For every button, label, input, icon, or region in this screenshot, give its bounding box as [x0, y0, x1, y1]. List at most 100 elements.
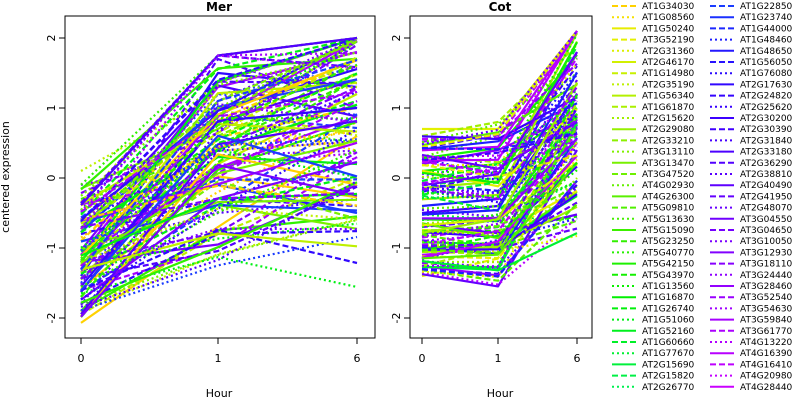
- mer-y-tick-label: 2: [45, 35, 58, 42]
- cot-series-line: [421, 155, 578, 259]
- cot-series-line: [421, 30, 578, 152]
- cot-y-tick-label: 1: [390, 105, 403, 112]
- mer-series-line: [80, 164, 358, 318]
- mer-series-line: [80, 228, 358, 292]
- legend-label: AT3G13470: [642, 159, 695, 169]
- legend-label: AT2G33180: [740, 148, 793, 158]
- mer-series-line: [80, 120, 358, 313]
- legend-label: AT3G28460: [740, 282, 793, 292]
- legend-label: AT2G17630: [740, 80, 793, 90]
- legend: AT1G34030AT1G08560AT1G50240AT3G52190AT2G…: [612, 2, 793, 393]
- cot-series-line: [421, 72, 578, 216]
- cot-series-lines: [421, 30, 578, 288]
- legend-label: AT3G54630: [740, 304, 793, 314]
- cot-series-line: [421, 132, 578, 247]
- legend-label: AT2G35190: [642, 80, 695, 90]
- cot-x-axis-label: Hour: [487, 387, 514, 400]
- cot-series-line: [421, 154, 578, 178]
- legend-label: AT1G50240: [642, 24, 695, 34]
- legend-label: AT2G30390: [740, 125, 793, 135]
- legend-label: AT1G51060: [642, 316, 695, 326]
- legend-label: AT2G31360: [642, 47, 695, 57]
- legend-label: AT1G14980: [642, 69, 695, 79]
- legend-label: AT1G44000: [740, 24, 793, 34]
- legend-label: AT1G61870: [642, 103, 695, 113]
- legend-label: AT1G16870: [642, 293, 695, 303]
- mer-x-tick-label: 1: [215, 352, 222, 365]
- legend-label: AT1G26740: [642, 304, 695, 314]
- mer-series-line: [80, 100, 358, 256]
- mer-y-axis: -2 -1 0 1 2: [45, 35, 65, 324]
- legend-label: AT5G09810: [642, 204, 695, 214]
- legend-label: AT2G30200: [740, 114, 793, 124]
- cot-series-line: [421, 232, 578, 272]
- mer-series-line: [80, 37, 358, 229]
- legend-label: AT2G24820: [740, 92, 793, 102]
- legend-label: AT1G56340: [642, 92, 695, 102]
- mer-series-line: [80, 113, 358, 292]
- cot-series-line: [421, 83, 578, 147]
- legend-label: AT2G41950: [740, 192, 793, 202]
- mer-series-line: [80, 37, 358, 211]
- mer-series-line: [80, 256, 358, 295]
- legend-label: AT5G23250: [642, 237, 695, 247]
- mer-series-line: [80, 184, 358, 221]
- legend-label: AT4G20980: [740, 372, 793, 382]
- legend-label: AT2G46170: [642, 58, 695, 68]
- cot-series-line: [421, 30, 578, 146]
- cot-series-line: [421, 180, 578, 278]
- mer-series-line: [80, 134, 358, 292]
- cot-series-line: [421, 132, 578, 162]
- cot-series-line: [421, 107, 578, 204]
- legend-label: AT4G02930: [642, 181, 695, 191]
- cot-series-line: [421, 63, 578, 167]
- legend-label: AT1G56050: [740, 58, 793, 68]
- mer-series-line: [80, 148, 358, 288]
- cot-series-line: [421, 81, 578, 235]
- mer-y-tick-label: -2: [45, 313, 58, 324]
- mer-series-line: [80, 72, 358, 234]
- legend-label: AT1G22850: [740, 2, 793, 12]
- legend-label: AT5G43970: [642, 271, 695, 281]
- cot-series-line: [421, 138, 578, 192]
- mer-series-line: [80, 56, 358, 225]
- mer-series-line: [80, 192, 358, 229]
- cot-x-tick-label: 1: [495, 352, 502, 365]
- legend-label: AT3G10050: [740, 237, 793, 247]
- legend-label: AT1G60660: [642, 338, 695, 348]
- cot-series-line: [421, 33, 578, 174]
- mer-series-line: [80, 135, 358, 324]
- mer-series-line: [80, 149, 358, 249]
- legend-label: AT3G18110: [740, 260, 793, 270]
- cot-y-tick-label: -1: [390, 243, 403, 254]
- legend-label: AT1G13560: [642, 282, 695, 292]
- cot-y-tick-label: 2: [390, 35, 403, 42]
- legend-label: AT2G15690: [642, 360, 695, 370]
- mer-series-line: [80, 181, 358, 304]
- legend-label: AT2G38810: [740, 170, 793, 180]
- mer-series-line: [80, 155, 358, 253]
- cot-series-line: [421, 41, 578, 184]
- legend-label: AT3G61770: [740, 327, 793, 337]
- legend-label: AT3G52190: [642, 36, 695, 46]
- legend-label: AT2G31840: [740, 136, 793, 146]
- legend-label: AT1G48650: [740, 47, 793, 57]
- mer-x-axis: 0 1 6: [78, 338, 361, 365]
- cot-series-line: [421, 96, 578, 141]
- mer-series-line: [80, 180, 358, 308]
- mer-y-tick-label: 1: [45, 105, 58, 112]
- cot-series-line: [421, 203, 578, 282]
- mer-series-line: [80, 139, 358, 264]
- legend-label: AT1G77670: [642, 349, 695, 359]
- cot-x-tick-label: 0: [419, 352, 426, 365]
- legend-label: AT5G42150: [642, 260, 695, 270]
- mer-series-line: [80, 40, 358, 306]
- mer-series-line: [80, 138, 358, 252]
- legend-label: AT3G12930: [740, 248, 793, 258]
- mer-x-tick-label: 6: [354, 352, 361, 365]
- legend-label: AT3G24440: [740, 271, 793, 281]
- mer-series-line: [80, 36, 358, 222]
- cot-series-line: [421, 149, 578, 288]
- legend-label: AT3G04650: [740, 226, 793, 236]
- legend-label: AT4G16410: [740, 360, 793, 370]
